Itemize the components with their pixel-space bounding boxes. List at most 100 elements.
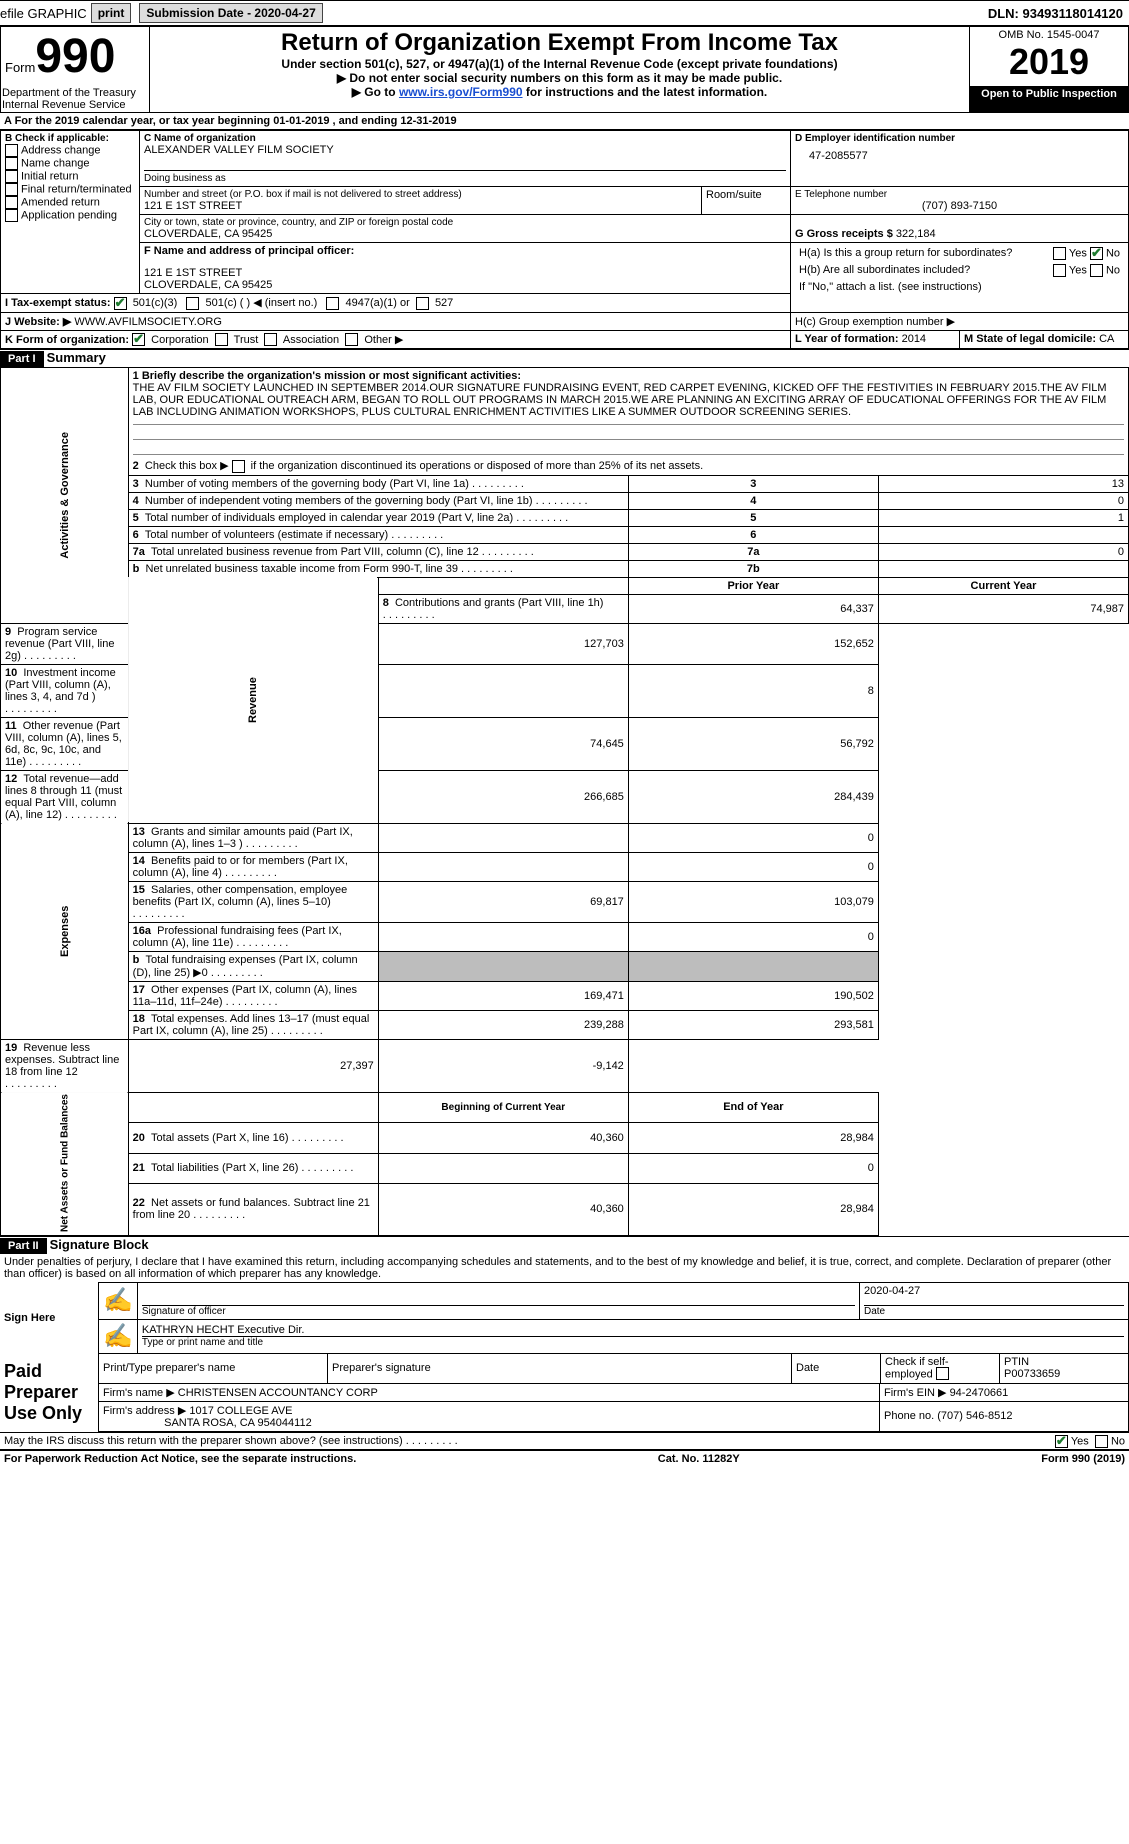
g-label: G Gross receipts $ <box>795 228 893 240</box>
tax-year: 2019 <box>974 41 1124 83</box>
527-checkbox[interactable] <box>416 297 429 310</box>
discuss-yes-checkbox[interactable] <box>1055 1435 1068 1448</box>
other-checkbox[interactable] <box>345 333 358 346</box>
street-value: 121 E 1ST STREET <box>144 200 697 212</box>
ha-no-checkbox[interactable] <box>1090 247 1103 260</box>
application-pending-checkbox[interactable] <box>5 209 18 222</box>
gov-row-box: 7b <box>628 560 878 577</box>
gov-row-val: 1 <box>878 509 1128 526</box>
m-label: M State of legal domicile: <box>964 333 1096 345</box>
firm-phone-label: Phone no. <box>884 1410 934 1422</box>
row-current: 293,581 <box>628 1010 878 1039</box>
row-current: -9,142 <box>378 1039 628 1092</box>
f-label: F Name and address of principal officer: <box>144 245 786 257</box>
address-change-checkbox[interactable] <box>5 144 18 157</box>
initial-return-checkbox[interactable] <box>5 170 18 183</box>
row-label: 15 Salaries, other compensation, employe… <box>128 881 378 922</box>
dln-label: DLN: 93493118014120 <box>988 6 1129 21</box>
row-current: 28,984 <box>628 1123 878 1153</box>
ptin-value: P00733659 <box>1004 1368 1060 1380</box>
prior-year-header: Prior Year <box>628 577 878 594</box>
sig-date-value: 2020-04-27 <box>864 1285 1124 1306</box>
gov-row-box: 3 <box>628 475 878 492</box>
hb-no-checkbox[interactable] <box>1090 264 1103 277</box>
4947-checkbox[interactable] <box>326 297 339 310</box>
discuss-no: No <box>1111 1435 1125 1447</box>
sign-arrow-icon-2: ✍ <box>99 1319 138 1353</box>
prep-print-label: Print/Type preparer's name <box>99 1354 328 1383</box>
efile-label: efile GRAPHIC <box>0 6 87 21</box>
row-current: 0 <box>628 922 878 951</box>
hb-yes-checkbox[interactable] <box>1053 264 1066 277</box>
firm-name-label: Firm's name ▶ <box>103 1387 175 1399</box>
self-employed-checkbox[interactable] <box>936 1367 949 1380</box>
row-label: 22 Net assets or fund balances. Subtract… <box>128 1183 378 1235</box>
form-header: Form990 Return of Organization Exempt Fr… <box>0 26 1129 113</box>
row-prior <box>378 922 628 951</box>
k-opt2: Association <box>283 334 339 346</box>
m-value: CA <box>1099 333 1114 345</box>
current-year-header: Current Year <box>878 577 1128 594</box>
final-return-checkbox[interactable] <box>5 183 18 196</box>
name-change-checkbox[interactable] <box>5 157 18 170</box>
omb-number: OMB No. 1545-0047 <box>974 29 1124 41</box>
line-a: A For the 2019 calendar year, or tax yea… <box>0 113 1129 130</box>
501c-checkbox[interactable] <box>186 297 199 310</box>
row-label: 10 Investment income (Part VIII, column … <box>1 664 129 717</box>
row-current: 284,439 <box>628 770 878 823</box>
row-current: 56,792 <box>628 717 878 770</box>
amended-return-checkbox[interactable] <box>5 196 18 209</box>
mission-text: THE AV FILM SOCIETY LAUNCHED IN SEPTEMBE… <box>133 382 1107 418</box>
trust-checkbox[interactable] <box>215 333 228 346</box>
c-name-label: C Name of organization <box>144 133 786 144</box>
row-prior: 64,337 <box>628 594 878 623</box>
form-word: Form <box>5 60 35 75</box>
row-prior: 127,703 <box>378 623 628 664</box>
row-prior: 266,685 <box>378 770 628 823</box>
gov-row-box: 5 <box>628 509 878 526</box>
print-button[interactable]: print <box>91 3 132 23</box>
goto-suffix: for instructions and the latest informat… <box>523 85 768 99</box>
row-label: 13 Grants and similar amounts paid (Part… <box>128 823 378 852</box>
i-opt2: 501(c) ( ) ◀ (insert no.) <box>206 297 318 309</box>
discontinued-checkbox[interactable] <box>232 460 245 473</box>
hb-label: H(b) Are all subordinates included? <box>795 262 1026 279</box>
summary-table: Activities & Governance 1 Briefly descri… <box>0 367 1129 1236</box>
k-opt3: Other ▶ <box>364 334 403 346</box>
org-name: ALEXANDER VALLEY FILM SOCIETY <box>144 144 786 156</box>
side-net: Net Assets or Fund Balances <box>1 1092 129 1235</box>
ha-yes-checkbox[interactable] <box>1053 247 1066 260</box>
gov-row-label: 7a Total unrelated business revenue from… <box>128 543 628 560</box>
b-label: B Check if applicable: <box>5 133 135 144</box>
row-label: 17 Other expenses (Part IX, column (A), … <box>128 981 378 1010</box>
row-prior <box>378 852 628 881</box>
gov-row-box: 4 <box>628 492 878 509</box>
row-current: 0 <box>628 852 878 881</box>
row-prior: 74,645 <box>378 717 628 770</box>
row-current: 0 <box>628 1153 878 1183</box>
dept-label: Department of the Treasury <box>2 87 136 99</box>
form990-link[interactable]: www.irs.gov/Form990 <box>399 85 523 99</box>
part2-title: Signature Block <box>50 1237 149 1252</box>
row-current: 8 <box>628 664 878 717</box>
row-label: 14 Benefits paid to or for members (Part… <box>128 852 378 881</box>
discuss-label: May the IRS discuss this return with the… <box>4 1435 403 1447</box>
sign-here-label: Sign Here <box>0 1282 99 1353</box>
row-prior: 69,817 <box>378 881 628 922</box>
footer: For Paperwork Reduction Act Notice, see … <box>0 1450 1129 1467</box>
part1-header: Part I <box>0 351 44 367</box>
assoc-checkbox[interactable] <box>264 333 277 346</box>
form-number: 990 <box>35 30 115 83</box>
corp-checkbox[interactable] <box>132 333 145 346</box>
501c3-checkbox[interactable] <box>114 297 127 310</box>
gov-row-label: 6 Total number of volunteers (estimate i… <box>128 526 628 543</box>
row-prior: 169,471 <box>378 981 628 1010</box>
b-opt-0: Address change <box>21 144 101 156</box>
return-title: Return of Organization Exempt From Incom… <box>154 29 965 57</box>
l-value: 2014 <box>902 333 926 345</box>
hc-label: H(c) Group exemption number ▶ <box>791 312 1129 330</box>
row-current: 74,987 <box>878 594 1128 623</box>
prep-date-label: Date <box>792 1354 881 1383</box>
gov-row-val: 0 <box>878 543 1128 560</box>
discuss-no-checkbox[interactable] <box>1095 1435 1108 1448</box>
